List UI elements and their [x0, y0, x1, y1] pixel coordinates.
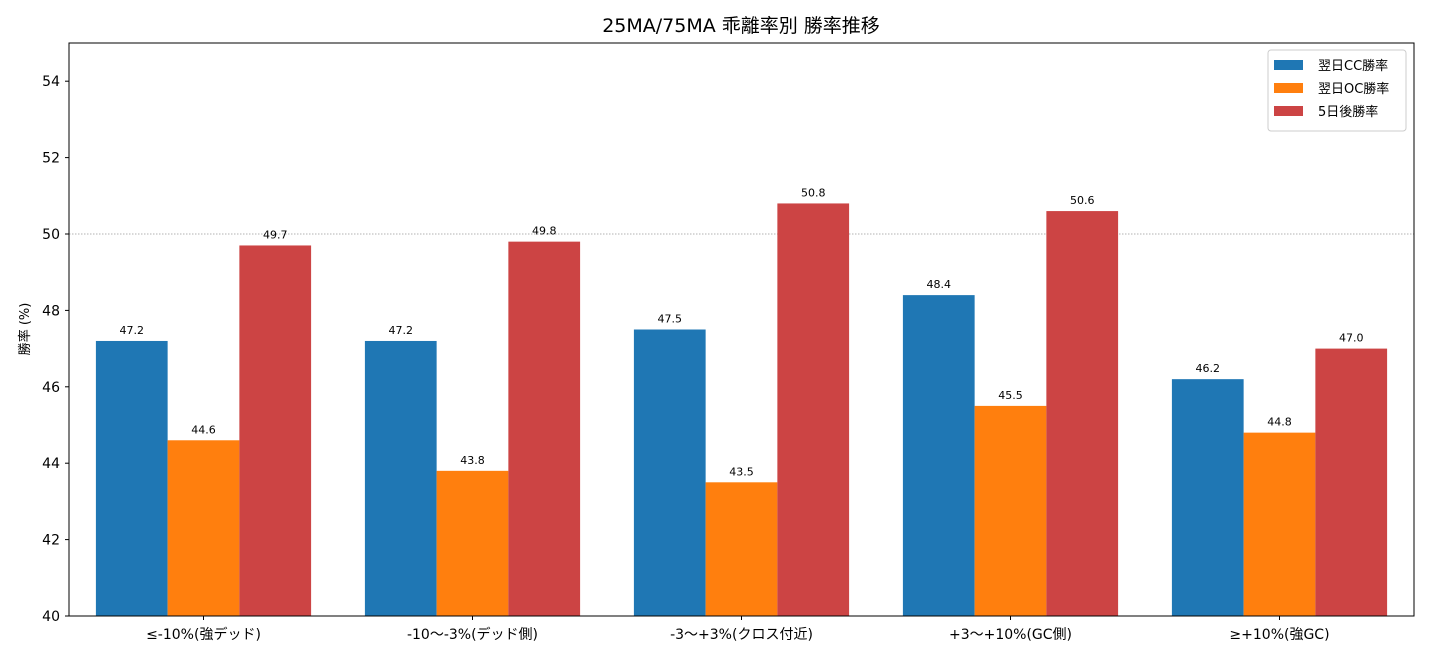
bar-3-4 — [1046, 211, 1119, 616]
legend-label-2: 翌日OC勝率 — [1318, 81, 1389, 97]
data-label-1-1: 47.2 — [120, 324, 145, 337]
y-tick-label-6: 50 — [42, 227, 60, 243]
data-label-1-4: 48.4 — [927, 278, 952, 291]
bar-1-1 — [95, 340, 168, 616]
data-label-1-3: 47.5 — [658, 313, 683, 326]
data-label-2-2: 43.8 — [460, 454, 485, 467]
data-label-2-5: 44.8 — [1267, 416, 1292, 429]
y-tick-label-8: 54 — [42, 74, 60, 90]
legend-swatch-1 — [1274, 60, 1303, 70]
x-tick-label-3: -3～+3%(クロス付近) — [670, 627, 813, 643]
bar-3-5 — [1315, 348, 1388, 616]
bar-1-4 — [902, 295, 975, 616]
y-tick-label-5: 48 — [42, 303, 60, 319]
bar-1-3 — [633, 329, 706, 616]
x-tick-label-2: -10～-3%(デッド側) — [407, 626, 538, 643]
data-label-1-5: 46.2 — [1196, 362, 1221, 375]
y-tick-label-4: 46 — [42, 380, 60, 396]
data-label-3-1: 49.7 — [263, 228, 288, 241]
x-tick-label-1: ≤-10%(強デッド) — [146, 626, 261, 643]
y-tick-label-7: 52 — [42, 151, 60, 167]
bar-3-3 — [777, 203, 850, 616]
legend-label-3: 5日後勝率 — [1318, 104, 1378, 120]
bar-2-4 — [974, 405, 1047, 616]
bar-2-1 — [167, 440, 240, 616]
y-tick-label-1: 40 — [42, 609, 60, 625]
y-tick-label-3: 44 — [42, 456, 60, 472]
bar-1-2 — [364, 340, 437, 616]
data-label-3-3: 50.8 — [801, 186, 826, 199]
bar-2-5 — [1243, 432, 1316, 616]
x-tick-label-5: ≥+10%(強GC) — [1229, 627, 1329, 643]
plot-frame — [68, 42, 1415, 617]
bar-3-1 — [239, 245, 312, 616]
y-tick-label-2: 42 — [42, 533, 60, 549]
chart-title: 25MA/75MA 乖離率別 勝率推移 — [602, 15, 880, 37]
y-axis-label: 勝率 (%) — [17, 303, 33, 356]
data-label-3-4: 50.6 — [1070, 194, 1095, 207]
bar-2-2 — [436, 470, 509, 616]
data-label-2-4: 45.5 — [998, 389, 1023, 402]
data-label-2-3: 43.5 — [729, 465, 754, 478]
legend-swatch-2 — [1274, 83, 1303, 93]
legend-swatch-3 — [1274, 106, 1303, 116]
data-label-2-1: 44.6 — [191, 423, 216, 436]
data-label-3-2: 49.8 — [532, 225, 557, 238]
legend-label-1: 翌日CC勝率 — [1318, 58, 1388, 74]
x-tick-label-4: +3～+10%(GC側) — [949, 627, 1072, 643]
data-label-3-5: 47.0 — [1339, 332, 1364, 345]
bar-3-2 — [508, 241, 581, 616]
bar-1-5 — [1171, 379, 1244, 616]
bar-2-3 — [705, 482, 778, 616]
plot-area: 47.2 44.6 49.7 ≤-10%(強デッド) 47.2 43.8 49.8 -10～-… — [42, 42, 1415, 643]
data-label-1-2: 47.2 — [389, 324, 414, 337]
